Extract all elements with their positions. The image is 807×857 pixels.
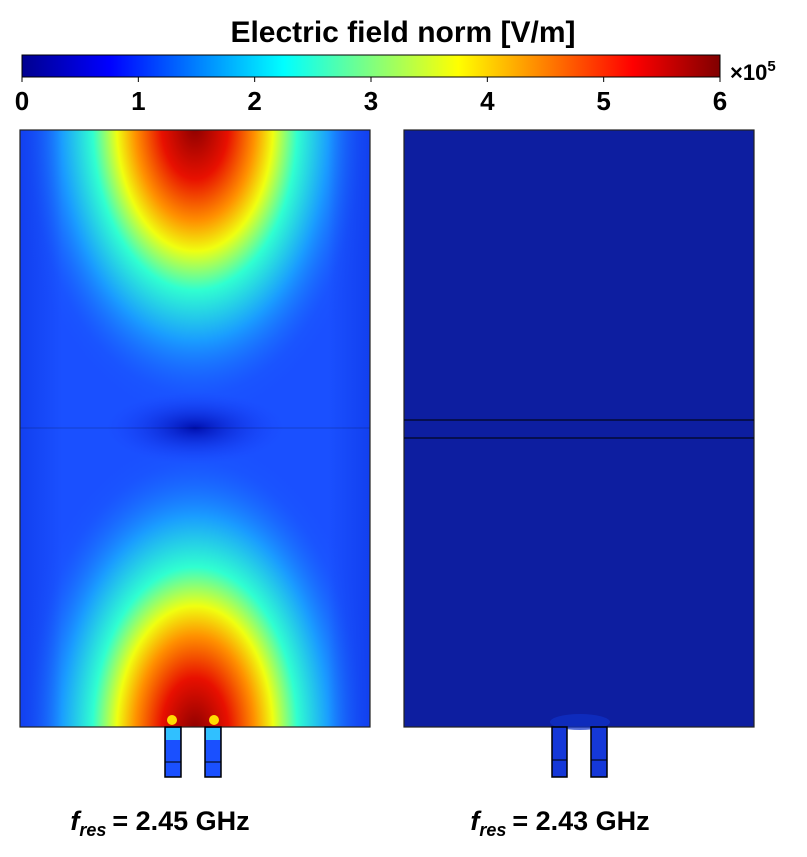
panel-labels: fres = 2.45 GHz fres = 2.43 GHz [70, 806, 649, 840]
colorbar-multiplier: ×105 [730, 58, 776, 85]
colorbar-tick-label: 0 [15, 86, 29, 116]
multiplier-exponent: 5 [767, 58, 775, 75]
frequency-value: = 2.43 GHz [512, 806, 649, 836]
frequency-subscript: res [479, 820, 506, 840]
frequency-symbol: f [70, 806, 82, 836]
colorbar-tick-label: 1 [131, 86, 145, 116]
field-panel-right [403, 129, 755, 778]
colorbar [21, 54, 721, 78]
frequency-subscript: res [79, 820, 106, 840]
panel-label: fres = 2.45 GHz [70, 806, 249, 840]
colorbar-tick-label: 5 [596, 86, 610, 116]
colorbar-ticks: 0 1 2 3 4 5 6 [15, 77, 727, 116]
frequency-symbol: f [470, 806, 482, 836]
colorbar-tick-label: 2 [247, 86, 261, 116]
multiplier-base: ×10 [730, 60, 767, 85]
frequency-value: = 2.45 GHz [112, 806, 249, 836]
colorbar-tick-label: 4 [480, 86, 495, 116]
colorbar-tick-label: 3 [364, 86, 378, 116]
field-panel-left [19, 129, 371, 778]
panel-label: fres = 2.43 GHz [470, 806, 649, 840]
title: Electric field norm [V/m] [230, 16, 575, 49]
colorbar-tick-label: 6 [713, 86, 727, 116]
